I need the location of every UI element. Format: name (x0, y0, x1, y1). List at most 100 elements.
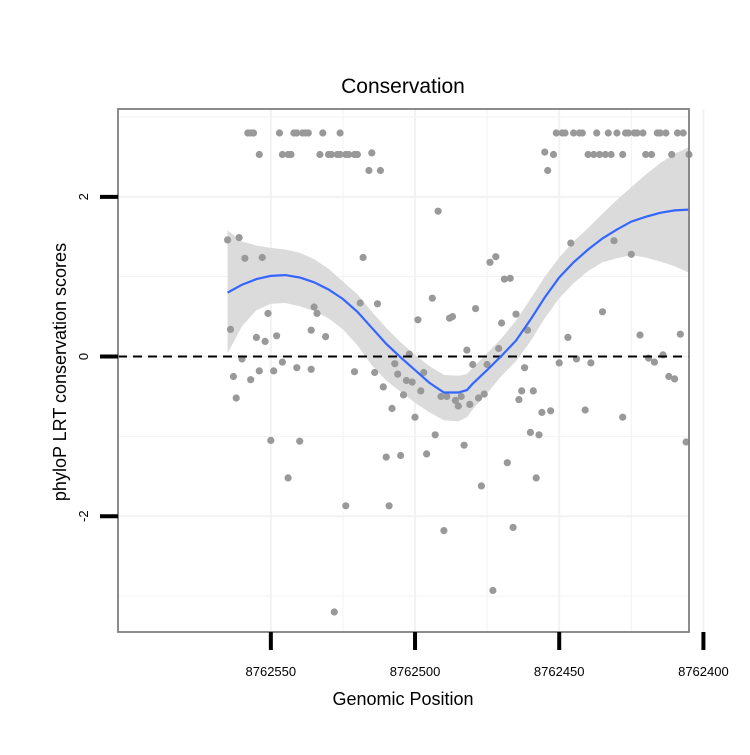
x-tick-label: 8762550 (246, 664, 297, 679)
data-point (552, 129, 560, 137)
data-point (399, 391, 408, 399)
data-point (423, 450, 431, 458)
data-point (668, 150, 676, 159)
data-point (636, 331, 644, 339)
data-point (307, 365, 315, 373)
data-point (538, 408, 546, 416)
data-point (561, 129, 569, 137)
data-point (293, 129, 301, 137)
data-point (379, 383, 387, 391)
data-point (232, 394, 240, 402)
data-point (336, 129, 344, 137)
data-point (417, 387, 425, 395)
data-point (319, 129, 327, 137)
data-point (428, 294, 436, 302)
data-point (498, 319, 506, 327)
data-point (411, 413, 419, 421)
data-point (345, 150, 353, 159)
panel-border (117, 108, 690, 633)
data-point (330, 608, 338, 616)
data-point (647, 150, 656, 159)
data-point (671, 375, 679, 383)
data-point (255, 150, 263, 159)
data-point (619, 150, 627, 159)
data-point (307, 326, 315, 334)
data-point (466, 400, 474, 408)
data-point (342, 502, 350, 510)
data-point (437, 392, 445, 401)
data-point (408, 378, 416, 386)
data-point (402, 376, 410, 385)
data-point (642, 150, 650, 159)
data-point (650, 358, 659, 366)
data-point (477, 482, 485, 490)
data-point (454, 402, 462, 410)
data-point (382, 453, 390, 461)
data-point (385, 502, 393, 510)
data-point (356, 299, 364, 307)
confidence-band (227, 147, 689, 422)
data-point (480, 390, 488, 398)
data-point (549, 150, 558, 159)
data-point (394, 370, 402, 378)
data-point (440, 527, 448, 535)
data-point (532, 474, 540, 482)
smooth-line (227, 208, 690, 394)
data-point (350, 368, 359, 376)
data-point (322, 333, 330, 341)
data-point (665, 372, 673, 381)
data-point (241, 254, 249, 262)
data-point (596, 150, 604, 159)
data-point (495, 344, 503, 353)
data-point (512, 310, 520, 318)
data-point (515, 396, 523, 404)
data-point (278, 150, 286, 159)
data-point (633, 129, 641, 137)
data-point (567, 239, 575, 247)
data-point (526, 428, 535, 436)
data-point (662, 129, 670, 137)
data-point (489, 586, 497, 595)
x-tick-label: 8762500 (390, 664, 441, 679)
data-point (267, 436, 275, 444)
chart-title: Conservation (341, 75, 465, 98)
data-point (547, 407, 555, 415)
data-point (388, 404, 396, 412)
data-point (529, 387, 537, 395)
data-point (619, 413, 627, 421)
data-point (264, 309, 272, 317)
data-point (610, 237, 618, 245)
data-point (500, 275, 508, 283)
data-point (336, 150, 344, 159)
data-point (414, 316, 422, 324)
data-point (509, 523, 517, 532)
data-point (555, 359, 563, 367)
data-point (474, 394, 483, 402)
data-point (682, 438, 690, 446)
axis-ticks: 8762550 8762500 8762450 8762400 -2 0 2 (76, 193, 729, 679)
data-point (506, 274, 514, 282)
data-point (521, 364, 529, 372)
data-point (258, 253, 266, 262)
reference-and-smooth-layer (118, 208, 690, 394)
data-point (261, 337, 269, 345)
data-point (457, 392, 465, 401)
y-tick-label: 2 (76, 193, 91, 200)
data-point (607, 150, 615, 159)
data-point (590, 150, 598, 159)
data-point (578, 129, 586, 137)
data-point (503, 459, 511, 467)
data-point (431, 431, 439, 439)
data-point (249, 129, 258, 137)
data-point (584, 150, 592, 159)
data-point (673, 129, 682, 137)
data-point (593, 129, 601, 137)
data-point (483, 360, 491, 369)
data-point (235, 234, 243, 242)
data-point (541, 148, 549, 156)
data-point (676, 330, 684, 338)
data-point (443, 392, 451, 401)
data-point (564, 333, 572, 341)
data-point (472, 305, 480, 313)
data-point (229, 372, 237, 381)
